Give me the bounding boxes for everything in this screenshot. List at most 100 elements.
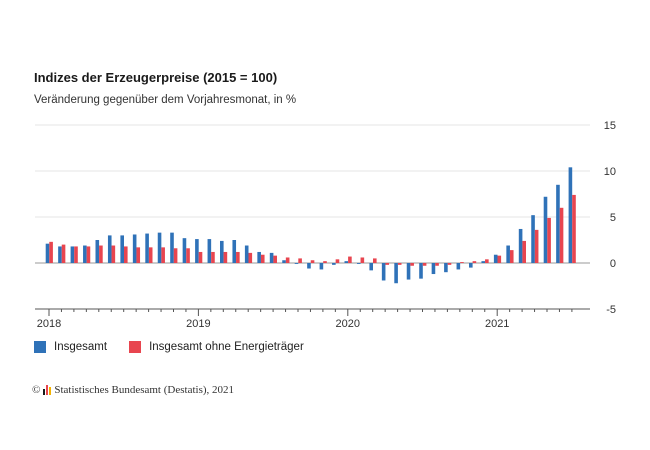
- x-tick-label: 2019: [186, 318, 210, 330]
- legend-swatch-insgesamt: [34, 341, 46, 353]
- bar-insgesamt: [307, 263, 311, 269]
- bar-ohne-energie: [248, 252, 253, 263]
- bar-ohne-energie: [74, 246, 78, 263]
- bar-insgesamt: [195, 239, 199, 263]
- y-tick-label: 0: [610, 258, 616, 270]
- legend-item-ohne-energie[interactable]: Insgesamt ohne Energieträger: [129, 341, 304, 353]
- bar-insgesamt: [132, 234, 137, 263]
- copyright-symbol: ©: [32, 384, 41, 396]
- x-tick-label: 2018: [37, 318, 61, 330]
- chart-legend: Insgesamt Insgesamt ohne Energieträger: [34, 341, 304, 353]
- bar-insgesamt: [45, 243, 50, 263]
- bar-ohne-energie: [547, 217, 551, 263]
- bar-insgesamt: [481, 261, 486, 263]
- bar-insgesamt: [394, 263, 398, 284]
- bar-ohne-energie: [460, 262, 464, 263]
- bar-insgesamt: [70, 246, 75, 263]
- bar-ohne-energie: [86, 246, 91, 263]
- bar-insgesamt: [556, 184, 560, 263]
- bar-insgesamt: [469, 263, 473, 268]
- bar-insgesamt: [369, 263, 373, 271]
- bar-ohne-energie: [161, 247, 165, 263]
- bar-ohne-energie: [360, 257, 365, 263]
- bar-insgesamt: [419, 263, 423, 279]
- bar-ohne-energie: [335, 259, 340, 263]
- bar-insgesamt: [282, 260, 286, 263]
- bar-insgesamt: [269, 252, 274, 263]
- bar-ohne-energie: [410, 263, 414, 266]
- bar-ohne-energie: [447, 263, 452, 265]
- y-tick-label: 10: [604, 166, 616, 178]
- bar-ohne-energie: [485, 259, 489, 263]
- chart-subtitle: Veränderung gegenüber dem Vorjahresmonat…: [34, 94, 297, 106]
- destatis-logo-icon: [43, 385, 52, 395]
- bar-insgesamt: [120, 235, 124, 263]
- source-note: © Statistisches Bundesamt (Destatis), 20…: [32, 384, 234, 396]
- legend-swatch-ohne-energie: [129, 341, 142, 353]
- bar-ohne-energie: [198, 251, 203, 263]
- bar-insgesamt: [319, 263, 324, 270]
- bar-ohne-energie: [472, 261, 477, 263]
- bar-ohne-energie: [397, 263, 402, 265]
- bar-insgesamt: [107, 235, 112, 263]
- bar-insgesamt: [543, 196, 548, 263]
- legend-label-ohne-energie: Insgesamt ohne Energieträger: [149, 341, 304, 353]
- bar-ohne-energie: [534, 229, 539, 263]
- bar-insgesamt: [506, 245, 510, 263]
- chart-title: Indizes der Erzeugerpreise (2015 = 100): [34, 70, 278, 85]
- bar-insgesamt: [444, 263, 448, 273]
- bar-insgesamt: [518, 228, 523, 263]
- bar-ohne-energie: [223, 251, 228, 263]
- x-tick-label: 2021: [485, 318, 509, 330]
- bar-ohne-energie: [522, 240, 526, 263]
- bar-insgesamt: [83, 245, 87, 263]
- bar-insgesamt: [531, 215, 535, 263]
- bar-ohne-energie: [435, 263, 439, 266]
- bar-insgesamt: [493, 254, 498, 263]
- bar-ohne-energie: [49, 241, 53, 263]
- bar-insgesamt: [406, 263, 411, 280]
- source-text: Statistisches Bundesamt (Destatis), 2021: [54, 384, 235, 396]
- bar-ohne-energie: [211, 251, 215, 263]
- bar-ohne-energie: [298, 258, 302, 263]
- bar-ohne-energie: [285, 257, 290, 263]
- bar-ohne-energie: [148, 247, 153, 263]
- bar-insgesamt: [244, 245, 249, 263]
- legend-item-insgesamt[interactable]: Insgesamt: [34, 341, 107, 353]
- bar-insgesamt: [568, 167, 573, 263]
- bar-ohne-energie: [310, 260, 315, 263]
- bar-ohne-energie: [497, 255, 502, 263]
- legend-label-insgesamt: Insgesamt: [54, 341, 108, 353]
- bar-insgesamt: [232, 240, 237, 263]
- bar-ohne-energie: [124, 246, 128, 263]
- bar-insgesamt: [220, 240, 224, 263]
- bar-ohne-energie: [509, 250, 514, 263]
- bar-insgesamt: [95, 240, 100, 263]
- bar-ohne-energie: [260, 254, 265, 263]
- bar-insgesamt: [332, 263, 336, 265]
- bar-ohne-energie: [323, 261, 327, 263]
- bar-insgesamt: [356, 263, 361, 264]
- bar-insgesamt: [456, 263, 461, 270]
- x-tick-label: 2020: [336, 318, 360, 330]
- bar-insgesamt: [344, 261, 349, 263]
- y-tick-label: -5: [606, 304, 616, 316]
- bar-ohne-energie: [572, 194, 576, 263]
- bar-ohne-energie: [99, 245, 103, 263]
- bar-ohne-energie: [348, 256, 352, 263]
- bar-ohne-energie: [559, 207, 564, 263]
- bar-ohne-energie: [373, 258, 377, 263]
- bar-insgesamt: [170, 232, 174, 263]
- bar-insgesamt: [294, 263, 299, 264]
- bar-insgesamt: [58, 246, 62, 263]
- bar-ohne-energie: [173, 248, 178, 263]
- bar-ohne-energie: [186, 248, 190, 263]
- bar-insgesamt: [207, 239, 212, 263]
- bar-insgesamt: [182, 238, 187, 263]
- bar-insgesamt: [157, 232, 162, 263]
- bar-ohne-energie: [111, 245, 116, 263]
- bar-insgesamt: [381, 263, 386, 281]
- bar-ohne-energie: [136, 247, 141, 263]
- bar-insgesamt: [145, 233, 149, 263]
